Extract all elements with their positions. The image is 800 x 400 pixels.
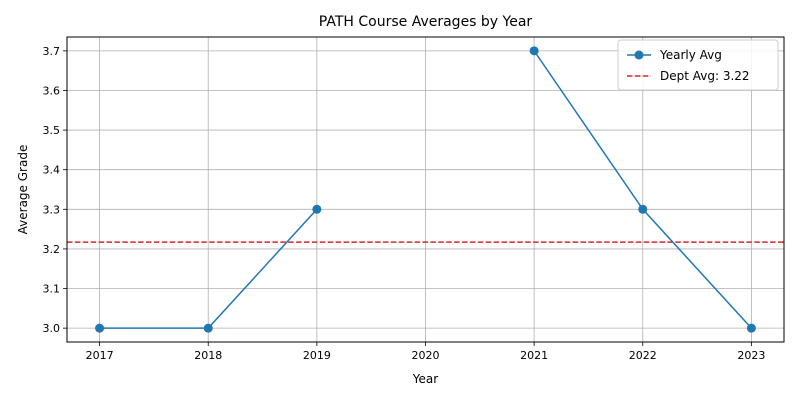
legend-label-dept-avg: Dept Avg: 3.22 [660, 69, 750, 83]
data-point-2017 [95, 323, 105, 333]
data-point-2023 [746, 323, 756, 333]
series-group [95, 46, 756, 333]
legend: Yearly Avg Dept Avg: 3.22 [617, 39, 779, 91]
x-axis-ticks: 2017 2018 2019 2020 2021 2022 2023 [86, 342, 765, 362]
x-tick-label: 2022 [629, 349, 657, 362]
data-point-2019 [312, 204, 322, 214]
chart-title: PATH Course Averages by Year [319, 14, 533, 30]
data-point-2021 [529, 46, 539, 56]
data-point-2022 [638, 204, 648, 214]
x-tick-label: 2019 [303, 349, 331, 362]
legend-label-yearly-avg: Yearly Avg [659, 48, 722, 62]
y-axis-ticks: 3.0 3.1 3.2 3.3 3.4 3.5 3.6 3.7 [43, 45, 67, 335]
x-tick-label: 2018 [194, 349, 222, 362]
y-tick-label: 3.7 [43, 45, 61, 58]
x-axis-label: Year [412, 372, 438, 386]
legend-box [617, 39, 779, 91]
y-axis-label: Average Grade [16, 145, 30, 235]
y-tick-label: 3.6 [43, 84, 61, 97]
y-tick-label: 3.0 [43, 322, 61, 335]
legend-marker-yearly-avg [634, 50, 644, 60]
x-tick-label: 2020 [412, 349, 440, 362]
y-tick-label: 3.1 [43, 283, 61, 296]
y-tick-label: 3.5 [43, 124, 61, 137]
y-tick-label: 3.3 [43, 203, 61, 216]
y-tick-label: 3.4 [43, 164, 61, 177]
data-point-2018 [203, 323, 213, 333]
y-tick-label: 3.2 [43, 243, 61, 256]
x-tick-label: 2017 [86, 349, 114, 362]
x-tick-label: 2023 [737, 349, 765, 362]
x-tick-label: 2021 [520, 349, 548, 362]
